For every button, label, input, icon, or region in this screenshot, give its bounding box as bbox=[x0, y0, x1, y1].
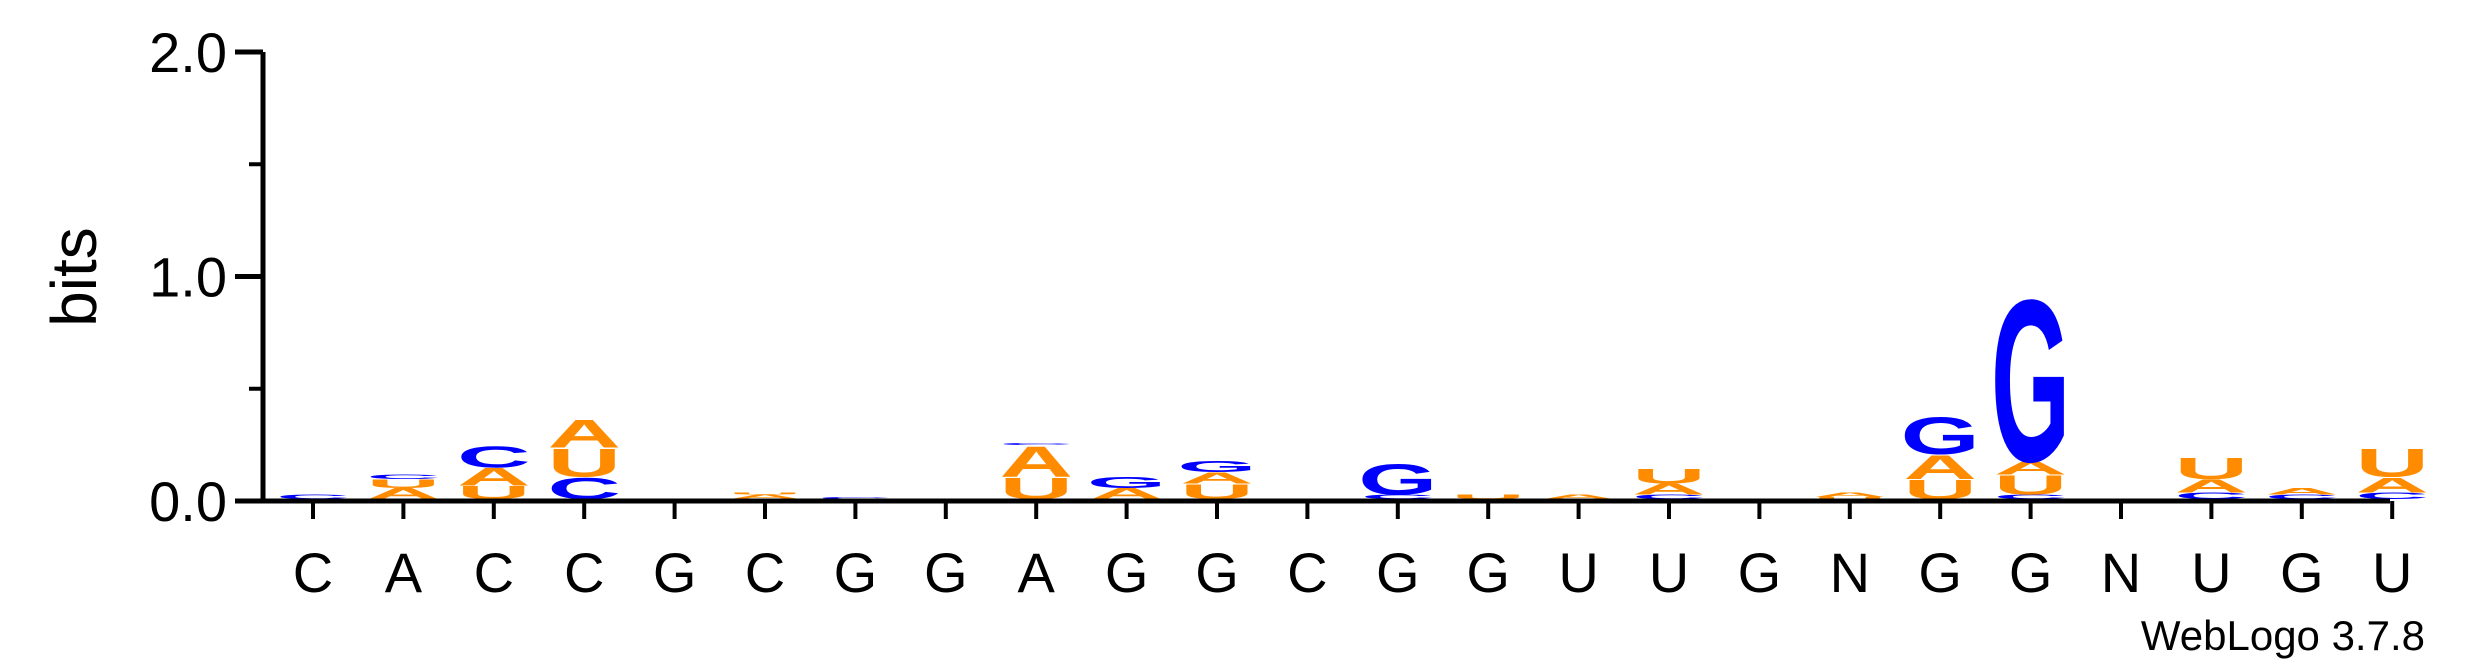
logo-letter-c: C bbox=[1361, 494, 1434, 501]
x-tick-label: U bbox=[2372, 541, 2412, 604]
x-tick-label: G bbox=[1918, 541, 1962, 604]
weblogo-version: WebLogo 3.7.8 bbox=[2141, 612, 2425, 659]
x-tick-label: G bbox=[2009, 541, 2053, 604]
logo-letter-c: C bbox=[457, 440, 530, 474]
x-tick-label: G bbox=[653, 541, 697, 604]
x-tick-label: G bbox=[924, 541, 968, 604]
x-tick-label: G bbox=[1466, 541, 1510, 604]
logo-letter-u: U bbox=[1813, 496, 1886, 499]
logo-letter-u: U bbox=[1451, 494, 1524, 501]
logo-letter-g: G bbox=[1177, 458, 1256, 475]
logo-letter-a: A bbox=[2175, 476, 2248, 497]
logo-letter-a: A bbox=[1542, 494, 1615, 501]
y-tick-label: 2.0 bbox=[149, 21, 227, 84]
logo-letter-a: A bbox=[1903, 448, 1976, 486]
logo-letter-c: C bbox=[1994, 494, 2067, 501]
x-tick-label: C bbox=[474, 541, 514, 604]
logo-letter-u: U bbox=[1994, 469, 2067, 500]
x-tick-label: G bbox=[1195, 541, 1239, 604]
x-tick-label: C bbox=[1287, 541, 1327, 604]
x-tick-label: A bbox=[385, 541, 423, 604]
logo-letter-a: A bbox=[1180, 469, 1253, 486]
x-tick-label: A bbox=[1018, 541, 1056, 604]
logo-letter-c: C bbox=[2355, 491, 2428, 501]
x-tick-label: G bbox=[1105, 541, 1149, 604]
y-tick-label: 0.0 bbox=[149, 470, 227, 533]
logo-letter-a: A bbox=[1090, 485, 1163, 502]
x-tick-label: G bbox=[834, 541, 878, 604]
logo-letter-a: A bbox=[1813, 491, 1886, 498]
logo-letter-a: A bbox=[999, 437, 1072, 486]
logo-letter-a: A bbox=[367, 485, 440, 502]
logo-letter-c: C bbox=[276, 494, 349, 501]
x-tick-label: C bbox=[293, 541, 333, 604]
logo-letter-c: C bbox=[2175, 491, 2248, 501]
logo-letter-a: A bbox=[1632, 481, 1705, 498]
x-tick-label: U bbox=[2191, 541, 2231, 604]
logo-letter-g: G bbox=[1358, 455, 1437, 504]
logo-letter-u: U bbox=[367, 477, 440, 491]
logo-letter-c: C bbox=[367, 473, 440, 480]
y-tick-label: 1.0 bbox=[149, 246, 227, 309]
logo-letter-c: C bbox=[999, 442, 1072, 445]
logo-letter-u: U bbox=[2355, 441, 2428, 486]
x-tick-label: N bbox=[1830, 541, 1870, 604]
x-tick-label: U bbox=[1558, 541, 1598, 604]
logo-letter-c: C bbox=[1632, 494, 1705, 501]
logo-letter-u: U bbox=[547, 441, 620, 486]
y-axis-label: bits bbox=[38, 227, 110, 327]
logo-letter-u: U bbox=[457, 483, 530, 504]
x-tick-label: G bbox=[2280, 541, 2324, 604]
logo-letter-a: A bbox=[1994, 458, 2067, 479]
x-tick-label: U bbox=[1649, 541, 1689, 604]
logo-letter-c: C bbox=[2265, 494, 2338, 501]
logo-letter-c: C bbox=[819, 496, 892, 499]
logo-letter-u: U bbox=[728, 492, 801, 495]
logo-letter-g: G bbox=[1901, 407, 1980, 465]
logo-letter-g: G bbox=[1087, 474, 1166, 491]
logo-letter-u: U bbox=[2175, 451, 2248, 485]
y-axis-ticks: 0.0 1.0 2.0 bbox=[149, 21, 263, 533]
logo-letter-u: U bbox=[1632, 464, 1705, 488]
x-tick-label: C bbox=[745, 541, 785, 604]
logo-letter-a: A bbox=[728, 494, 801, 501]
logo-letter-a: A bbox=[547, 412, 620, 457]
logo-letter-a: A bbox=[2265, 486, 2338, 496]
logo-letter-a: A bbox=[457, 463, 530, 491]
logo-letter-a: A bbox=[2355, 473, 2428, 497]
x-tick-label: G bbox=[1376, 541, 1420, 604]
x-tick-label: N bbox=[2101, 541, 2141, 604]
logo-letter-g: G bbox=[1991, 251, 2070, 510]
x-tick-label: C bbox=[564, 541, 604, 604]
x-tick-label: G bbox=[1738, 541, 1782, 604]
